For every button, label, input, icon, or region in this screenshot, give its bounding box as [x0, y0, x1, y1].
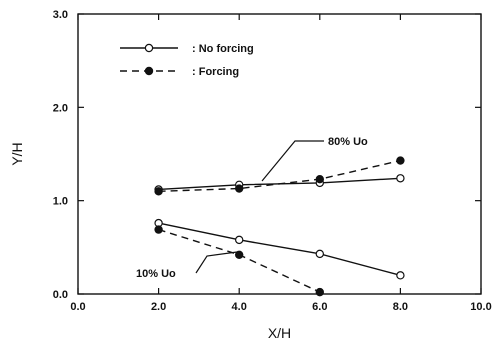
- annotation-10-uo: 10% Uo: [136, 268, 176, 280]
- data-point-open: [315, 249, 324, 259]
- data-point-filled: [154, 225, 163, 234]
- annotations: 80% Uo 10% Uo: [136, 136, 368, 280]
- x-tick-label: 2.0: [151, 301, 166, 313]
- x-tick-label: 6.0: [312, 301, 327, 313]
- series-line: [158, 159, 401, 193]
- legend-marker-open: [144, 43, 154, 53]
- x-tick-label: 8.0: [393, 301, 408, 313]
- data-point-filled: [234, 250, 244, 259]
- y-tick-label: 0.0: [53, 289, 68, 301]
- y-axis-title: Y/H: [9, 142, 25, 165]
- y-tick-label: 3.0: [53, 9, 68, 21]
- data-point-filled: [234, 184, 244, 193]
- data-point-open: [234, 235, 244, 245]
- plot-frame: [77, 13, 482, 295]
- data-point-open: [396, 174, 405, 183]
- y-tick-label: 1.0: [53, 196, 68, 208]
- x-tick-label: 10.0: [470, 301, 491, 313]
- annotation-80-uo: 80% Uo: [328, 136, 368, 148]
- series-line: [158, 222, 401, 277]
- y-tick-label: 2.0: [53, 102, 68, 114]
- data-point-filled: [315, 174, 324, 184]
- annotation-leader: [195, 251, 238, 274]
- x-tick-label: 4.0: [232, 301, 247, 313]
- legend-label: : Forcing: [192, 66, 239, 78]
- x-axis-title: X/H: [268, 325, 291, 341]
- x-tick-label: 0.0: [70, 301, 85, 313]
- data-point-filled: [315, 287, 324, 297]
- annotation-leader: [261, 140, 324, 182]
- data-point-open: [396, 271, 405, 280]
- data-point-filled: [154, 187, 163, 196]
- data-point-filled: [396, 156, 405, 165]
- series-group: [154, 156, 405, 297]
- plot-frame-group: 0.0 2.0 4.0 6.0 8.0 10.0 0.0 1.0 2.0 3.0 X/H Y/H: [9, 9, 492, 341]
- legend: : No forcing : Forcing: [120, 43, 254, 78]
- legend-label: : No forcing: [192, 43, 254, 55]
- legend-marker-filled: [144, 66, 154, 76]
